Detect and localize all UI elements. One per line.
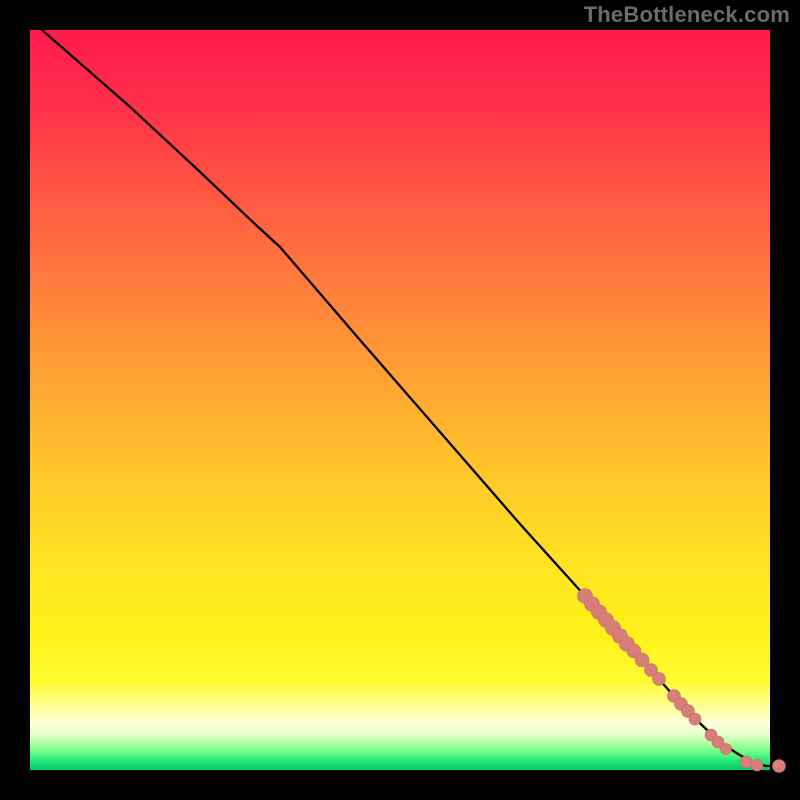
watermark-text: TheBottleneck.com [584, 2, 790, 28]
gradient-plot-area [30, 30, 770, 770]
chart-stage: TheBottleneck.com [0, 0, 800, 800]
